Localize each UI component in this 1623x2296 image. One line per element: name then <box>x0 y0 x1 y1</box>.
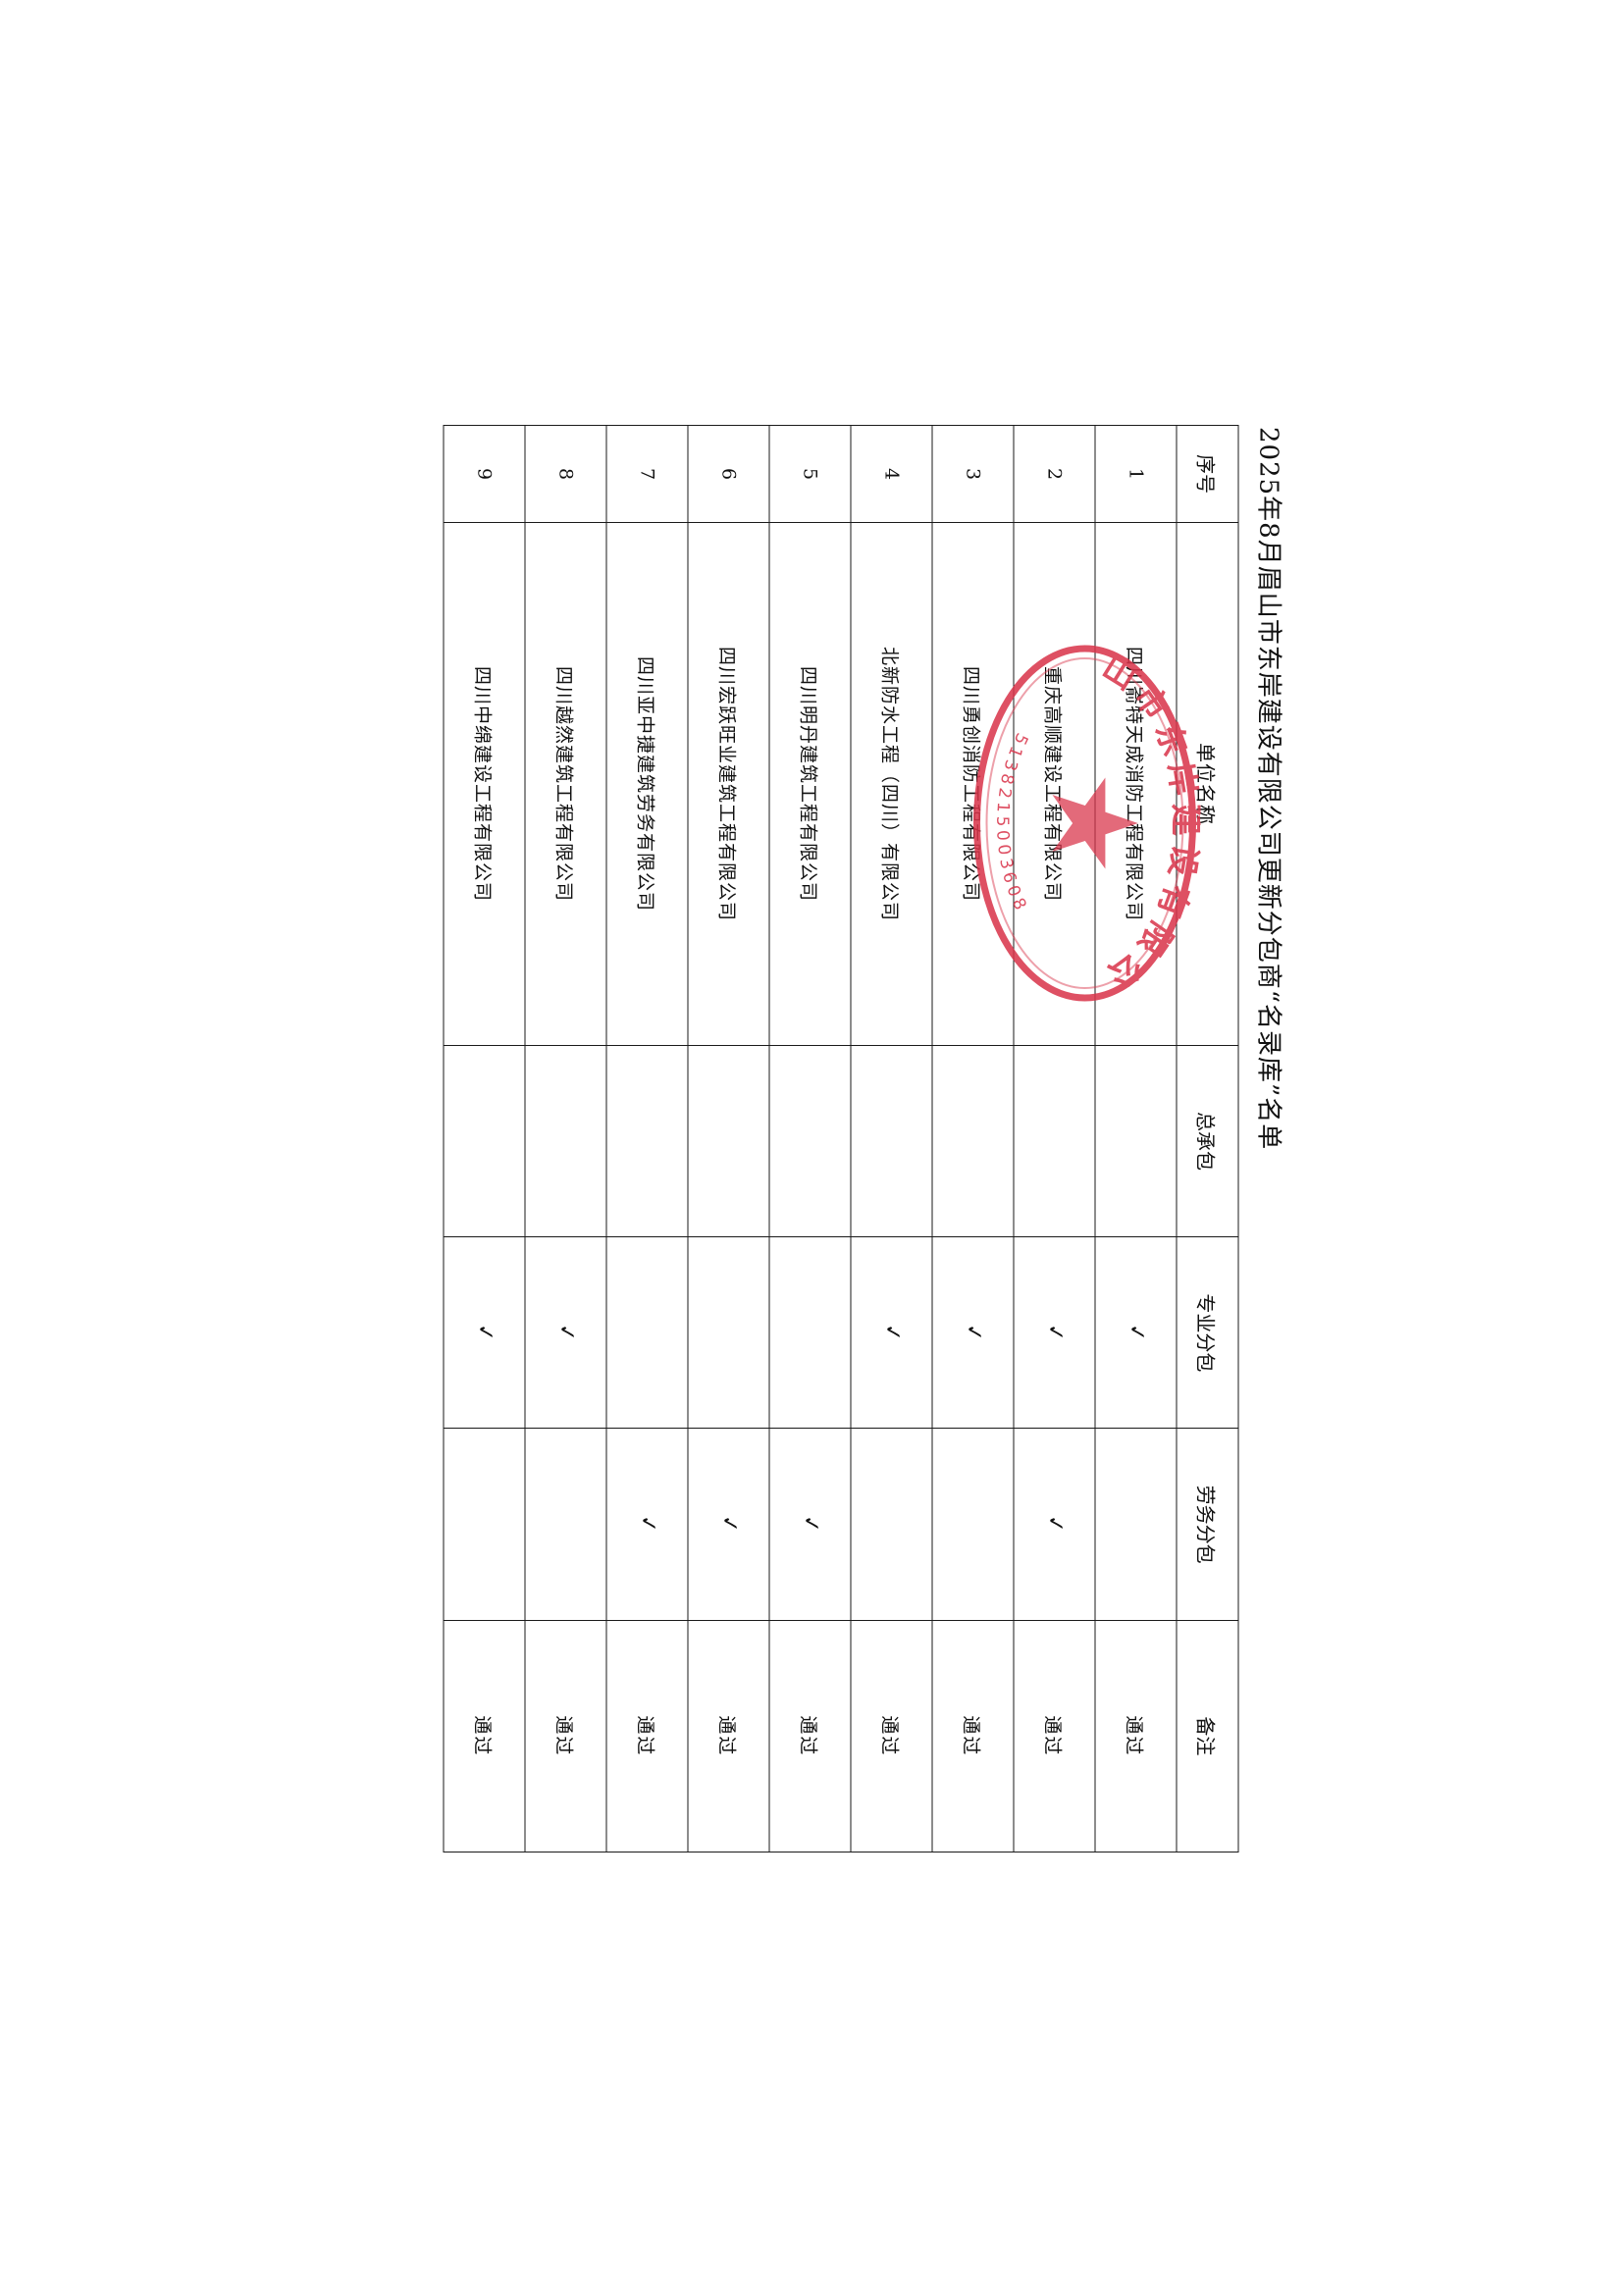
table-row: 6 四川宏跃旺业建筑工程有限公司 ✓ 通过 <box>688 425 769 1852</box>
cell-index: 4 <box>851 425 932 523</box>
cell-labor: ✓ <box>688 1428 769 1621</box>
tick-professional: ✓ <box>471 1322 498 1343</box>
tick-labor: ✓ <box>1041 1514 1069 1536</box>
cell-company-name: 四川嵛特天成消防工程有限公司 <box>1095 522 1177 1046</box>
cell-general <box>525 1045 606 1237</box>
cell-professional: ✓ <box>1095 1236 1177 1429</box>
column-header-general: 总承包 <box>1177 1045 1238 1237</box>
cell-general <box>769 1045 851 1237</box>
cell-labor <box>851 1428 932 1621</box>
tick-labor: ✓ <box>715 1514 743 1536</box>
cell-index: 7 <box>606 425 688 523</box>
cell-company-name: 四川越然建筑工程有限公司 <box>525 522 606 1046</box>
cell-remark: 通过 <box>769 1620 851 1852</box>
cell-index: 3 <box>932 425 1014 523</box>
cell-professional <box>688 1236 769 1429</box>
cell-general <box>688 1045 769 1237</box>
cell-labor: ✓ <box>606 1428 688 1621</box>
tick-professional: ✓ <box>960 1322 987 1343</box>
column-header-remark: 备注 <box>1177 1620 1238 1852</box>
cell-labor <box>1095 1428 1177 1621</box>
tick-professional: ✓ <box>1123 1322 1150 1343</box>
document-body: 2025年8月眉山市东岸建设有限公司更新分包商“名录库”名单 眉山市东岸建设有限… <box>329 417 1295 1879</box>
table-body: 1 四川嵛特天成消防工程有限公司 ✓ 通过 2 重庆高顺建设工程有限公司 ✓ ✓… <box>444 425 1177 1852</box>
cell-professional: ✓ <box>851 1236 932 1429</box>
cell-index: 5 <box>769 425 851 523</box>
tick-professional: ✓ <box>878 1322 906 1343</box>
cell-professional: ✓ <box>1014 1236 1095 1429</box>
cell-remark: 通过 <box>525 1620 606 1852</box>
cell-labor: ✓ <box>1014 1428 1095 1621</box>
cell-general <box>1014 1045 1095 1237</box>
tick-professional: ✓ <box>1041 1322 1069 1343</box>
cell-remark: 通过 <box>851 1620 932 1852</box>
table-row: 7 四川亚中捷建筑劳务有限公司 ✓ 通过 <box>606 425 688 1852</box>
column-header-name: 单位名称 <box>1177 522 1238 1046</box>
cell-company-name: 北新防水工程（四川）有限公司 <box>851 522 932 1046</box>
column-header-professional: 专业分包 <box>1177 1236 1238 1429</box>
cell-labor <box>444 1428 525 1621</box>
tick-labor: ✓ <box>797 1514 824 1536</box>
cell-professional <box>769 1236 851 1429</box>
cell-general <box>932 1045 1014 1237</box>
subcontractor-registry-table: 序号 单位名称 总承包 专业分包 劳务分包 备注 1 四川嵛特天成消防工程有限公… <box>444 425 1239 1852</box>
cell-company-name: 四川亚中捷建筑劳务有限公司 <box>606 522 688 1046</box>
table-row: 4 北新防水工程（四川）有限公司 ✓ 通过 <box>851 425 932 1852</box>
cell-labor: ✓ <box>769 1428 851 1621</box>
tick-professional: ✓ <box>552 1322 580 1343</box>
tick-labor: ✓ <box>634 1514 661 1536</box>
table-row: 5 四川明丹建筑工程有限公司 ✓ 通过 <box>769 425 851 1852</box>
table-row: 9 四川中绵建设工程有限公司 ✓ 通过 <box>444 425 525 1852</box>
column-header-labor: 劳务分包 <box>1177 1428 1238 1621</box>
cell-professional: ✓ <box>525 1236 606 1429</box>
cell-labor <box>525 1428 606 1621</box>
table-row: 2 重庆高顺建设工程有限公司 ✓ ✓ 通过 <box>1014 425 1095 1852</box>
table-row: 3 四川勇创消防工程有限公司 ✓ 通过 <box>932 425 1014 1852</box>
cell-company-name: 四川明丹建筑工程有限公司 <box>769 522 851 1046</box>
table-row: 8 四川越然建筑工程有限公司 ✓ 通过 <box>525 425 606 1852</box>
cell-labor <box>932 1428 1014 1621</box>
cell-remark: 通过 <box>1095 1620 1177 1852</box>
cell-index: 9 <box>444 425 525 523</box>
table-row: 1 四川嵛特天成消防工程有限公司 ✓ 通过 <box>1095 425 1177 1852</box>
cell-remark: 通过 <box>444 1620 525 1852</box>
cell-professional: ✓ <box>932 1236 1014 1429</box>
cell-general <box>444 1045 525 1237</box>
page-title: 2025年8月眉山市东岸建设有限公司更新分包商“名录库”名单 <box>1253 427 1283 1151</box>
cell-professional: ✓ <box>444 1236 525 1429</box>
cell-index: 6 <box>688 425 769 523</box>
cell-company-name: 重庆高顺建设工程有限公司 <box>1014 522 1095 1046</box>
cell-index: 2 <box>1014 425 1095 523</box>
cell-general <box>851 1045 932 1237</box>
cell-general <box>1095 1045 1177 1237</box>
cell-remark: 通过 <box>688 1620 769 1852</box>
scanned-page: 2025年8月眉山市东岸建设有限公司更新分包商“名录库”名单 眉山市东岸建设有限… <box>329 417 1295 1879</box>
column-header-index: 序号 <box>1177 425 1238 523</box>
cell-index: 8 <box>525 425 606 523</box>
cell-professional <box>606 1236 688 1429</box>
cell-remark: 通过 <box>932 1620 1014 1852</box>
cell-company-name: 四川中绵建设工程有限公司 <box>444 522 525 1046</box>
table-header-row: 序号 单位名称 总承包 专业分包 劳务分包 备注 <box>1177 425 1238 1852</box>
cell-remark: 通过 <box>606 1620 688 1852</box>
cell-remark: 通过 <box>1014 1620 1095 1852</box>
cell-general <box>606 1045 688 1237</box>
cell-company-name: 四川勇创消防工程有限公司 <box>932 522 1014 1046</box>
cell-index: 1 <box>1095 425 1177 523</box>
cell-company-name: 四川宏跃旺业建筑工程有限公司 <box>688 522 769 1046</box>
